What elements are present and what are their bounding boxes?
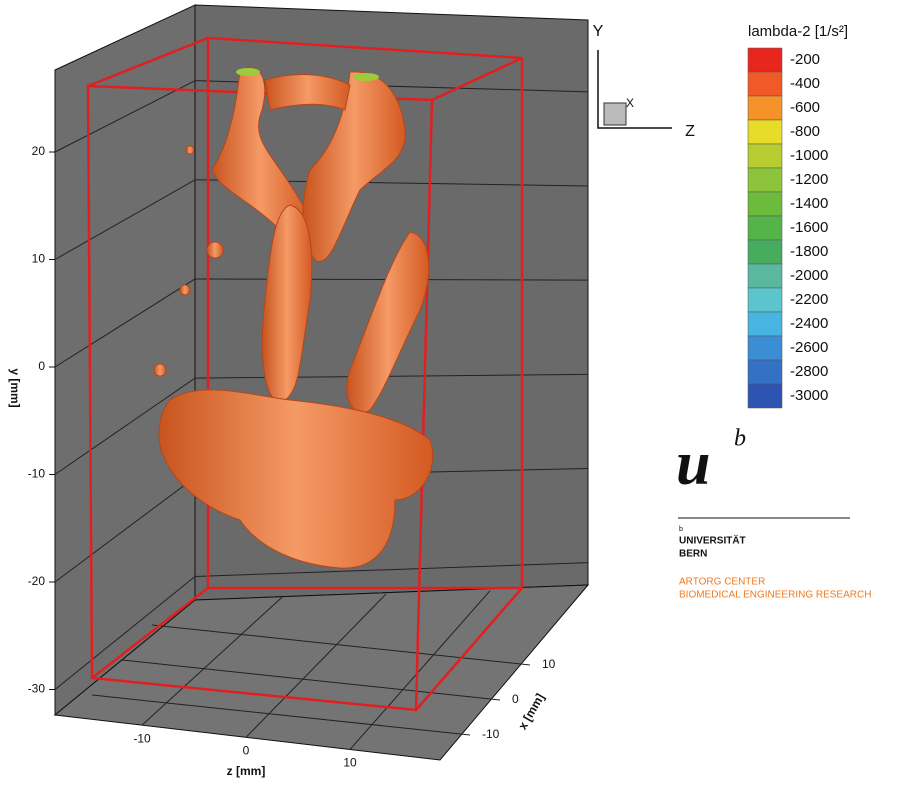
legend-label: -200 [790,51,820,68]
vortex [158,389,434,569]
legend-label: -1200 [790,171,828,188]
grid-line [54,377,196,475]
vortex-fragment [206,241,224,259]
legend-swatch [747,119,783,145]
triad-label: X [626,96,634,110]
logo-university: UNIVERSITÄT [679,534,746,547]
legend-swatch [747,335,783,361]
x-axis-label: x [mm] [515,691,547,732]
y-tick-label: -20 [28,574,46,588]
legend-label: -3000 [790,387,828,404]
legend-swatch [747,95,783,121]
legend-swatch [747,215,783,241]
x-tick-label: 0 [512,692,519,706]
legend-swatch [747,239,783,265]
vortex-cap [236,68,260,76]
triad-label: Y [593,23,604,40]
triad-cube [603,102,627,126]
logo-subtitle: BIOMEDICAL ENGINEERING RESEARCH [679,590,871,601]
legend-label: -2600 [790,339,828,356]
vortex-structures [153,67,434,569]
grid-line [54,278,196,368]
legend-swatch [747,143,783,169]
legend-swatch [747,47,783,73]
legend-label: -2800 [790,363,828,380]
z-tick-label: -10 [133,731,151,745]
legend-swatch [747,263,783,289]
legend-label: -2000 [790,267,828,284]
grid-line [54,576,196,690]
grid-line [91,694,471,736]
logo-city: BERN [679,549,707,560]
legend-swatch [747,311,783,337]
logo: u b b UNIVERSITÄT BERN ARTORG CENTER BIO… [676,426,871,601]
triad-lines [597,50,672,129]
y-tick-label: -10 [28,467,46,481]
logo-center: ARTORG CENTER [679,577,765,588]
vortex [302,71,406,263]
y-axis-label: y [mm] [8,368,22,407]
grid-line [54,80,196,153]
legend-label: -400 [790,75,820,92]
legend-label: -1000 [790,147,828,164]
left-wall [54,4,196,717]
legend-label: -1800 [790,243,828,260]
y-tick-label: 10 [32,252,46,266]
legend-swatch [747,383,783,409]
legend-swatch [747,71,783,97]
vortex-fragment [153,363,167,377]
legend-swatch [747,287,783,313]
scene [53,4,590,761]
logo-small: b [679,526,683,533]
y-tick-label: -30 [28,682,46,696]
legend-swatch [747,191,783,217]
grid-line [121,659,501,701]
legend: -200 -400 -600 -800 -1000 -1200 -1400 -1600 -180… [747,47,828,409]
legend-label: -2200 [790,291,828,308]
x-tick-label: 10 [542,657,556,671]
z-tick-label: 0 [243,743,250,757]
legend-label: -1400 [790,195,828,212]
legend-swatch [747,167,783,193]
y-tick-label: 0 [38,359,45,373]
y-tick-label: 20 [32,144,46,158]
vortex [264,74,351,111]
axis-triad: Y X Z [593,23,695,140]
grid-line [54,476,196,583]
x-tick-label: -10 [482,727,500,741]
triad-label: Z [685,123,695,140]
legend-label: -1600 [790,219,828,236]
vortex-fragment [179,284,191,296]
logo-superscript: b [734,426,746,452]
grid-line [151,624,531,666]
legend-title: lambda-2 [1/s²] [748,23,848,40]
grid-line [54,179,196,260]
legend-label: -800 [790,123,820,140]
z-axis-label: z [mm] [227,764,266,778]
z-tick-label: 10 [343,756,357,770]
grid-line [141,596,283,726]
grid-line [349,590,491,750]
logo-mark: u [676,430,710,498]
legend-label: -600 [790,99,820,116]
vortex-fragment [185,145,195,155]
box-edges [87,36,523,711]
vortex [346,231,430,413]
legend-swatch [747,359,783,385]
vortex-cap [353,73,379,81]
legend-label: -2400 [790,315,828,332]
